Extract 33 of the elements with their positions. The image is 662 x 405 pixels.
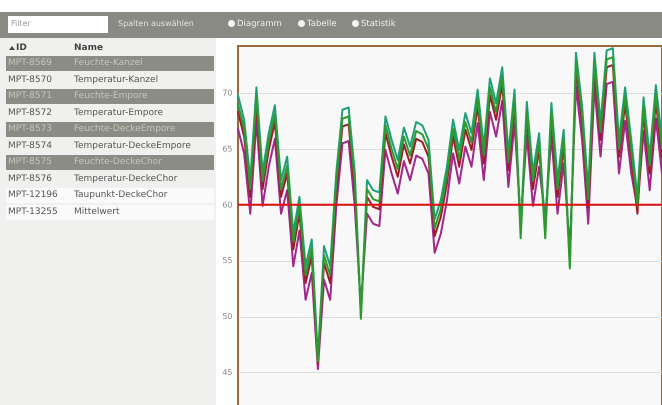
text: Filter <box>11 19 31 28</box>
text: Temperatur-Empore <box>74 108 164 118</box>
text: MPT-8571 <box>8 91 52 101</box>
text: Feuchte-Empore <box>74 91 148 101</box>
text: MPT-8572 <box>8 108 52 118</box>
y-tick-label: 60 <box>222 200 232 210</box>
text: Feuchte-DeckeEmpore <box>74 124 176 134</box>
text: Feuchte-DeckeChor <box>74 157 162 167</box>
text: MPT-8574 <box>8 140 52 150</box>
text: Spalten auswählen <box>118 19 194 28</box>
text: Statistik <box>361 19 396 29</box>
text: Temperatur-DeckeEmpore <box>74 140 191 150</box>
text: Diagramm <box>237 19 282 29</box>
y-tick-label: 55 <box>222 256 232 266</box>
text: Feuchte-Kanzel <box>74 58 143 68</box>
y-tick-label: 50 <box>222 312 232 322</box>
text: Taupunkt-DeckeChor <box>74 190 168 200</box>
text: ID <box>16 43 27 53</box>
text: Temperatur-DeckeChor <box>74 174 178 184</box>
y-tick-label: 70 <box>222 88 232 98</box>
text: Tabelle <box>307 19 337 29</box>
text: MPT-8569 <box>8 58 52 68</box>
text: Temperatur-Kanzel <box>74 74 158 84</box>
y-tick-label: 45 <box>222 368 232 377</box>
text: MPT-8570 <box>8 74 52 84</box>
text: MPT-8573 <box>8 124 52 134</box>
text: MPT-12196 <box>8 190 58 200</box>
text: MPT-8575 <box>8 157 52 167</box>
y-tick-label: 65 <box>222 144 232 154</box>
text: MPT-8576 <box>8 174 52 184</box>
text: Mittelwert <box>74 206 120 216</box>
text: MPT-13255 <box>8 206 58 216</box>
text: Name <box>74 43 104 53</box>
